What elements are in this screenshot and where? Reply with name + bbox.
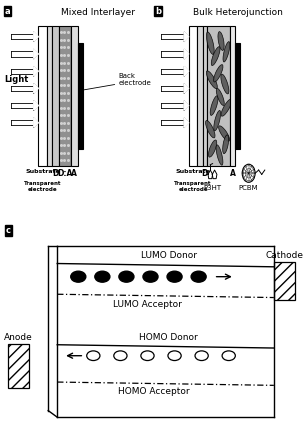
Ellipse shape xyxy=(208,140,217,157)
Ellipse shape xyxy=(206,71,217,89)
Polygon shape xyxy=(34,101,38,110)
Ellipse shape xyxy=(216,145,223,165)
Polygon shape xyxy=(34,66,38,76)
Bar xyxy=(78,43,83,149)
Circle shape xyxy=(167,271,182,282)
Text: Substrate: Substrate xyxy=(25,169,60,174)
Polygon shape xyxy=(184,101,189,110)
Ellipse shape xyxy=(210,96,218,116)
Ellipse shape xyxy=(218,32,224,51)
Circle shape xyxy=(119,271,134,282)
Ellipse shape xyxy=(214,111,221,131)
Polygon shape xyxy=(34,32,38,42)
Circle shape xyxy=(141,351,154,361)
Circle shape xyxy=(191,271,206,282)
Text: A: A xyxy=(230,169,235,178)
Circle shape xyxy=(222,351,235,361)
Text: D: D xyxy=(202,169,208,178)
Bar xyxy=(235,43,240,149)
Polygon shape xyxy=(184,118,189,128)
Text: Bulk Heterojunction: Bulk Heterojunction xyxy=(193,8,283,17)
Bar xyxy=(52,26,59,166)
Ellipse shape xyxy=(211,47,220,65)
Text: HOMO Acceptor: HOMO Acceptor xyxy=(118,388,189,396)
Bar xyxy=(8,344,29,388)
Text: a: a xyxy=(5,7,10,16)
Text: Cathode: Cathode xyxy=(265,251,303,260)
Text: Light: Light xyxy=(4,75,28,84)
Bar xyxy=(230,26,235,166)
Text: Mixed Interlayer: Mixed Interlayer xyxy=(61,8,135,17)
Text: A: A xyxy=(71,169,77,178)
Bar xyxy=(71,26,78,166)
Ellipse shape xyxy=(223,135,229,154)
Polygon shape xyxy=(34,49,38,59)
Bar xyxy=(197,26,203,166)
Polygon shape xyxy=(184,66,189,76)
Bar xyxy=(47,26,52,166)
Polygon shape xyxy=(34,84,38,93)
Text: Transparent
electrode: Transparent electrode xyxy=(174,181,212,192)
Text: c: c xyxy=(6,226,11,235)
Circle shape xyxy=(71,271,86,282)
Ellipse shape xyxy=(223,42,230,62)
Text: P3HT: P3HT xyxy=(204,185,222,191)
Ellipse shape xyxy=(214,65,223,82)
Text: HOMO Donor: HOMO Donor xyxy=(139,332,198,341)
Circle shape xyxy=(87,351,100,361)
Circle shape xyxy=(195,351,208,361)
Polygon shape xyxy=(34,118,38,128)
Polygon shape xyxy=(184,84,189,93)
Text: Substrate: Substrate xyxy=(176,169,211,174)
Polygon shape xyxy=(184,49,189,59)
Bar xyxy=(207,26,230,166)
Text: Transparent
electrode: Transparent electrode xyxy=(24,181,61,192)
Text: D: D xyxy=(52,169,59,178)
Text: PCBM: PCBM xyxy=(239,185,258,191)
Text: LUMO Donor: LUMO Donor xyxy=(141,251,196,260)
Ellipse shape xyxy=(221,74,229,94)
Circle shape xyxy=(114,351,127,361)
Bar xyxy=(203,26,207,166)
Ellipse shape xyxy=(219,126,230,141)
Polygon shape xyxy=(184,32,189,42)
Text: Anode: Anode xyxy=(4,332,33,341)
Ellipse shape xyxy=(206,32,214,54)
Bar xyxy=(189,26,197,166)
Text: Back
electrode: Back electrode xyxy=(118,73,151,86)
Ellipse shape xyxy=(206,121,215,138)
Ellipse shape xyxy=(216,88,224,105)
Bar xyxy=(38,26,47,166)
Circle shape xyxy=(95,271,110,282)
Text: D:A: D:A xyxy=(57,169,72,178)
Circle shape xyxy=(168,351,181,361)
Bar xyxy=(274,263,295,300)
Text: LUMO Acceptor: LUMO Acceptor xyxy=(113,300,182,309)
Text: b: b xyxy=(155,7,161,16)
Ellipse shape xyxy=(221,99,232,116)
Circle shape xyxy=(143,271,158,282)
Bar xyxy=(59,26,71,166)
